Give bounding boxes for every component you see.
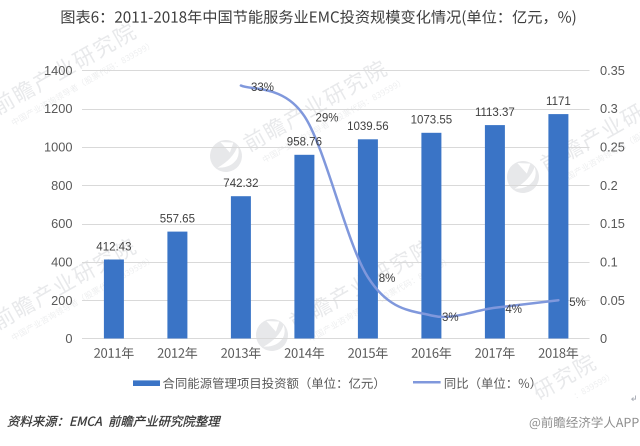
svg-text:0.3: 0.3 [600,101,618,116]
svg-text:1400: 1400 [44,63,72,78]
svg-text:1039.56: 1039.56 [347,121,389,133]
svg-text:0.25: 0.25 [600,139,625,154]
svg-text:3%: 3% [442,312,459,324]
svg-text:600: 600 [51,216,72,231]
svg-text:1113.37: 1113.37 [475,107,515,119]
svg-text:8%: 8% [379,273,396,285]
svg-text:33%: 33% [251,82,274,94]
svg-text:0.35: 0.35 [600,63,625,78]
svg-text:557.65: 557.65 [160,214,195,226]
svg-text:800: 800 [51,178,72,193]
svg-text:958.76: 958.76 [287,137,322,149]
svg-text:1073.55: 1073.55 [411,115,453,127]
svg-text:0.15: 0.15 [600,216,625,231]
svg-text:0.2: 0.2 [600,178,618,193]
svg-text:29%: 29% [315,113,338,125]
svg-text:5%: 5% [569,297,586,309]
svg-text:0: 0 [65,331,72,346]
svg-text:412.43: 412.43 [96,241,131,253]
svg-text:742.32: 742.32 [223,178,258,190]
svg-text:200: 200 [51,293,72,308]
svg-text:4%: 4% [505,304,522,316]
svg-text:1000: 1000 [44,139,72,154]
svg-text:0: 0 [600,331,607,346]
svg-text:0.1: 0.1 [600,254,618,269]
svg-text:1200: 1200 [44,101,72,116]
svg-text:400: 400 [51,254,72,269]
svg-text:1171: 1171 [546,96,571,108]
svg-text:0.05: 0.05 [600,293,625,308]
